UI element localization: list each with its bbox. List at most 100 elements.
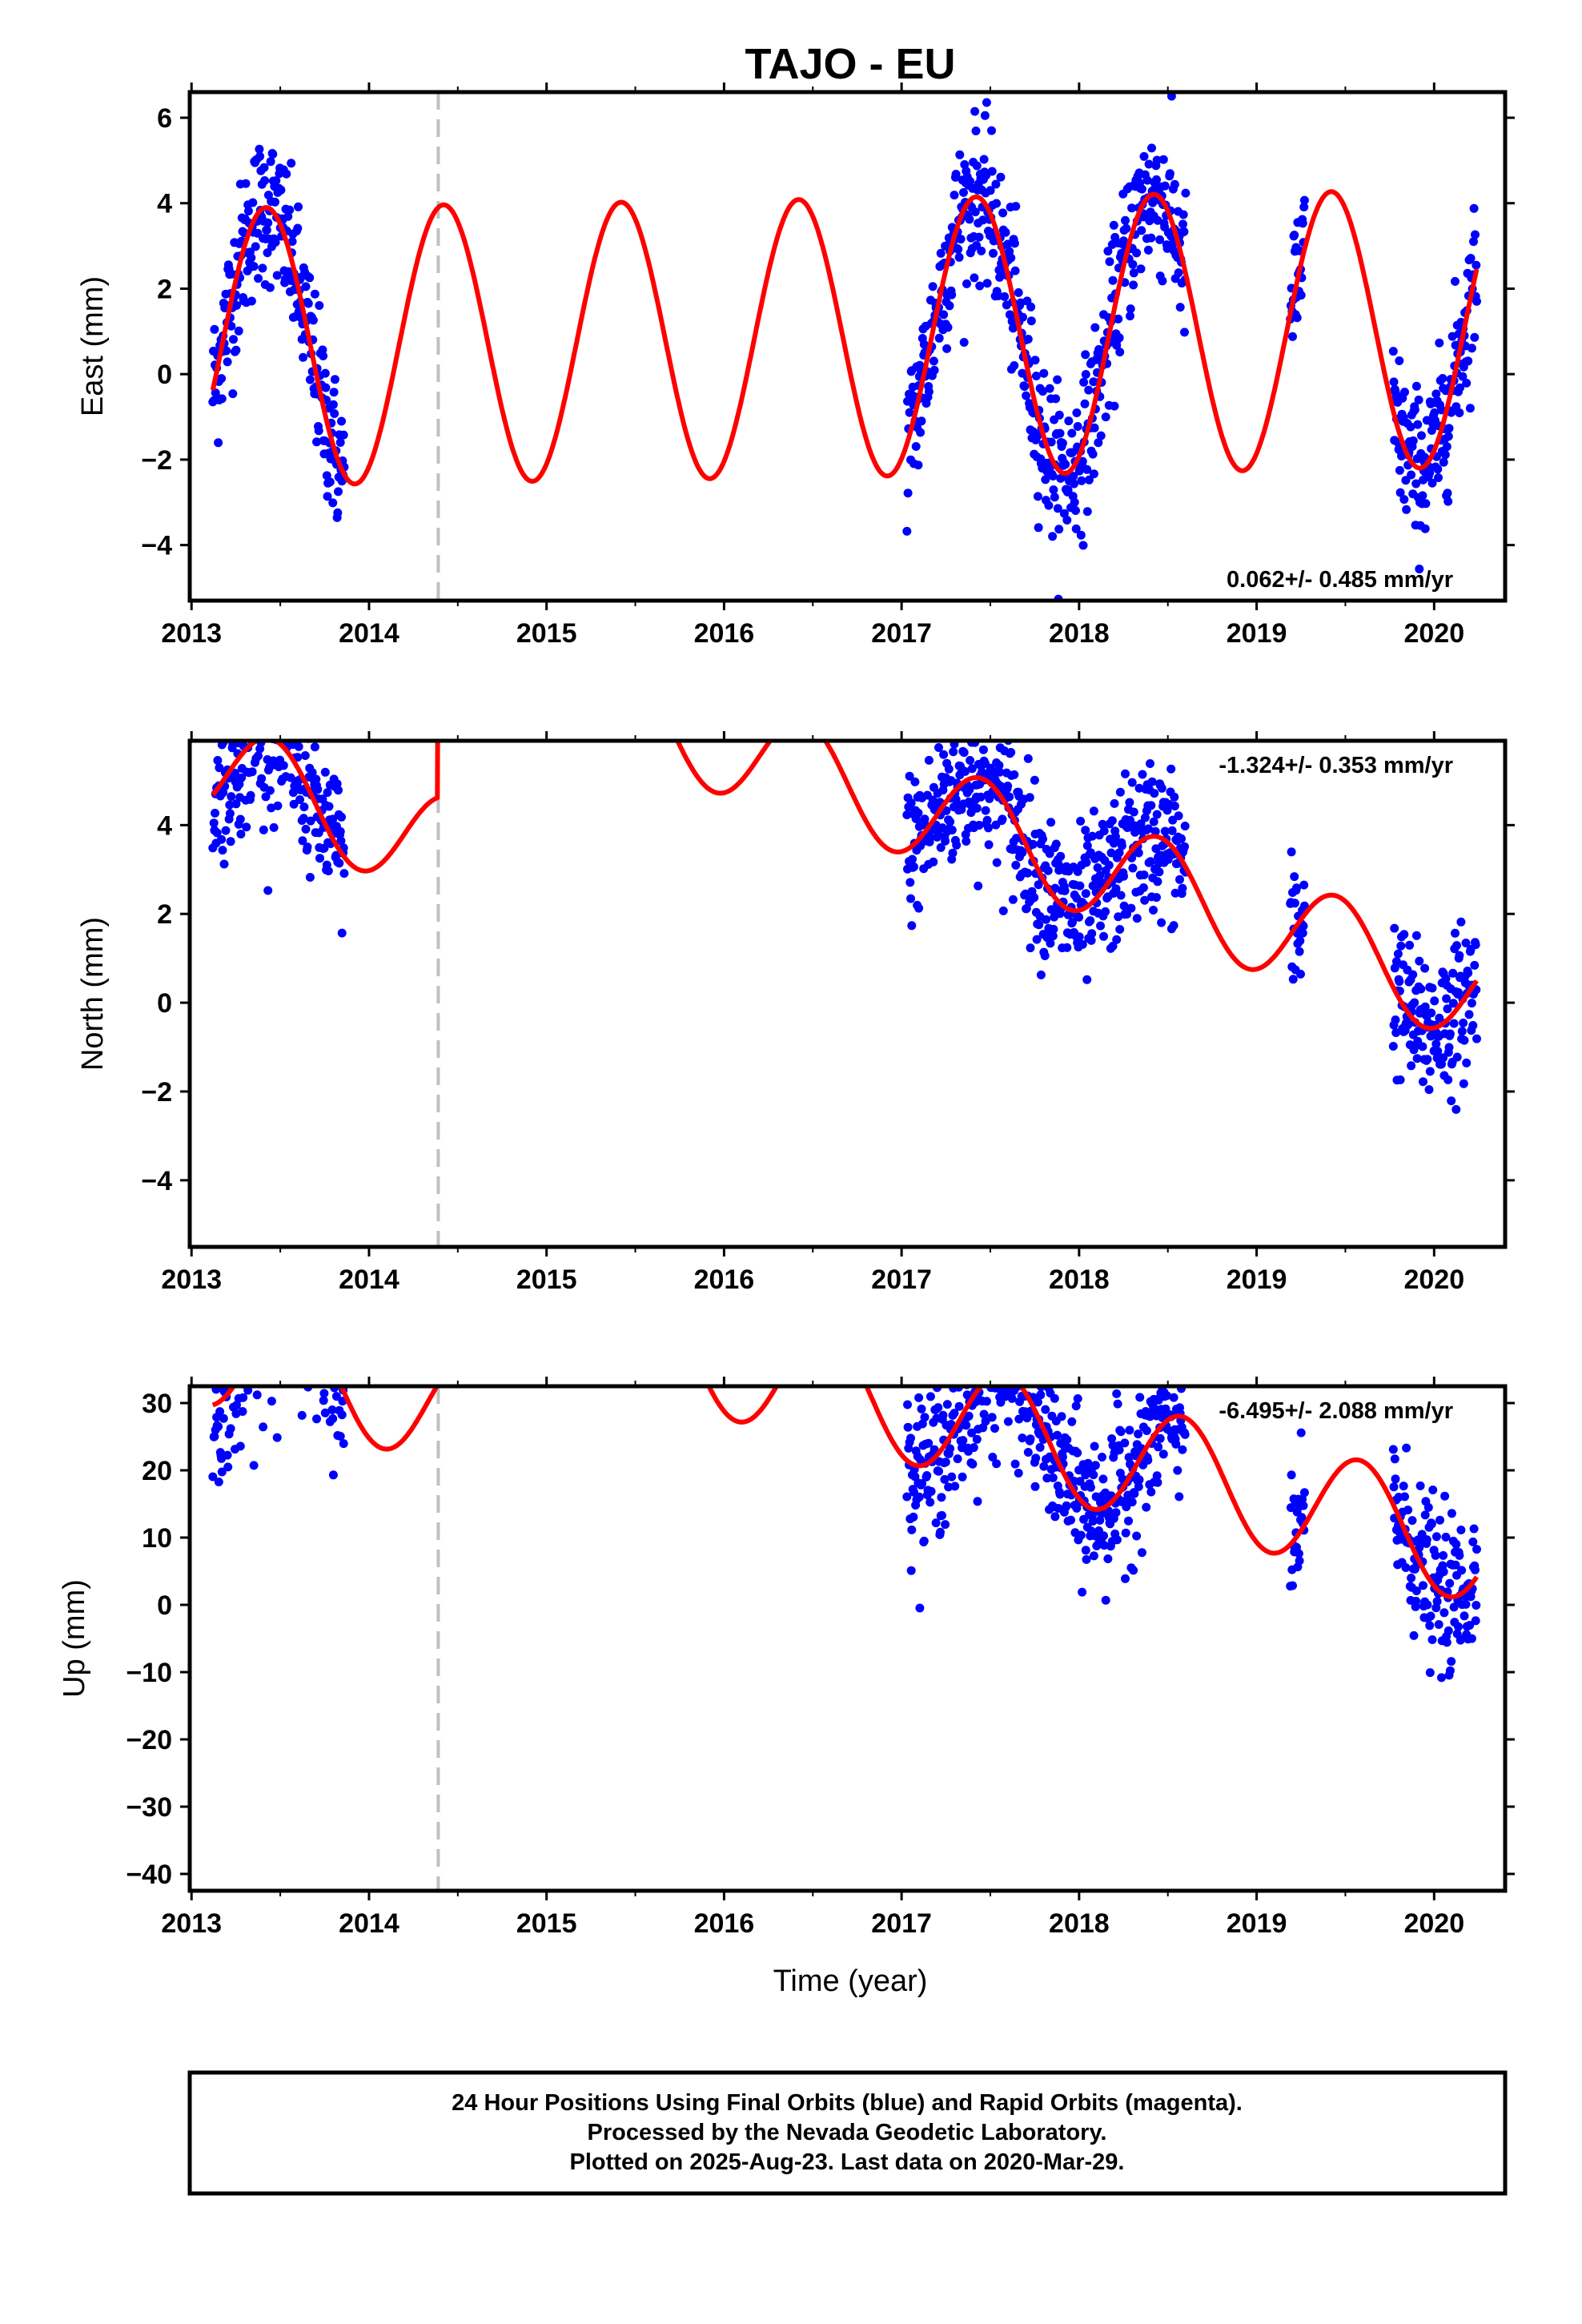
data-point (967, 1428, 977, 1437)
data-point (276, 716, 285, 725)
data-point (1440, 450, 1450, 460)
data-point (1105, 257, 1114, 267)
data-point (325, 477, 335, 487)
data-point (1023, 868, 1033, 878)
data-point (280, 625, 289, 633)
data-point (310, 707, 319, 716)
data-point (1400, 388, 1409, 397)
data-point (1170, 179, 1179, 189)
data-point (928, 282, 938, 292)
data-point (942, 1400, 952, 1409)
plot-area (190, 92, 1505, 601)
data-point (272, 1332, 281, 1341)
data-point (1407, 470, 1416, 480)
data-point (934, 1466, 943, 1476)
data-point (328, 498, 338, 508)
data-point (225, 800, 235, 810)
data-point (1443, 489, 1452, 498)
data-point (1018, 312, 1027, 322)
data-point (1114, 314, 1123, 324)
data-point (1447, 1657, 1456, 1667)
data-point (970, 273, 979, 283)
x-tick-label: 2018 (1049, 1265, 1110, 1295)
data-point (1019, 1342, 1028, 1351)
data-point (1103, 1554, 1113, 1563)
data-point (1134, 1475, 1144, 1485)
data-point (995, 767, 1005, 777)
data-point (1086, 848, 1095, 858)
x-tick-label: 2017 (871, 618, 932, 649)
data-point (1418, 1042, 1427, 1051)
data-point (1178, 219, 1187, 229)
data-point (1142, 1426, 1151, 1435)
data-point (1062, 516, 1072, 525)
data-point (954, 702, 962, 710)
data-point (249, 262, 259, 271)
data-point (223, 357, 232, 367)
data-point (247, 296, 256, 306)
data-point (319, 1376, 327, 1385)
data-point (1400, 1492, 1409, 1502)
data-point (1143, 1455, 1153, 1465)
data-point (232, 300, 241, 310)
data-point (241, 1367, 250, 1376)
data-point (313, 1350, 322, 1359)
data-point (1003, 1356, 1012, 1365)
data-point (1164, 1346, 1173, 1355)
data-point (1115, 348, 1125, 357)
data-point (979, 1357, 988, 1365)
data-point (1443, 497, 1453, 506)
data-point (936, 248, 946, 258)
data-point (1455, 951, 1464, 960)
data-point (242, 1357, 251, 1365)
data-point (1139, 151, 1149, 161)
data-point (320, 767, 330, 777)
data-point (281, 1369, 290, 1378)
data-point (1420, 452, 1430, 462)
data-point (955, 150, 965, 159)
data-point (1299, 880, 1309, 890)
data-point (1439, 457, 1448, 467)
data-point (1469, 1524, 1479, 1534)
data-point (1467, 999, 1476, 1008)
data-point (962, 837, 971, 846)
data-point (1288, 332, 1297, 341)
data-point (1140, 895, 1150, 905)
data-point (1399, 495, 1409, 505)
data-point (1425, 1067, 1435, 1076)
data-point (291, 704, 300, 713)
data-point (259, 1422, 268, 1432)
data-point (303, 842, 312, 852)
data-point (223, 1462, 233, 1472)
data-point (1013, 1331, 1022, 1340)
data-point (263, 886, 273, 895)
data-point (297, 1332, 306, 1341)
data-point (948, 1365, 957, 1374)
data-point (1058, 1452, 1067, 1462)
data-point (1296, 969, 1305, 979)
y-tick-label: 2 (157, 274, 172, 304)
data-point (1022, 1370, 1030, 1379)
data-point (269, 1332, 278, 1341)
data-point (1054, 1356, 1063, 1365)
data-point (288, 1299, 297, 1308)
data-point (301, 282, 311, 292)
plot-frame (187, 738, 1508, 1249)
data-point (1395, 488, 1405, 497)
data-point (1099, 1541, 1109, 1550)
data-point (1442, 1638, 1452, 1647)
data-point (1294, 1549, 1303, 1558)
data-point (1149, 817, 1158, 826)
data-point (959, 338, 969, 347)
data-point (325, 1308, 334, 1317)
data-point (1435, 338, 1444, 348)
data-point (318, 1325, 327, 1334)
data-point (1113, 1399, 1122, 1409)
data-point (255, 144, 264, 154)
data-point (1101, 907, 1110, 916)
data-point (248, 198, 258, 207)
data-point (292, 1330, 301, 1339)
data-point (265, 710, 274, 719)
data-point (1432, 1597, 1442, 1606)
data-point (1399, 930, 1409, 939)
